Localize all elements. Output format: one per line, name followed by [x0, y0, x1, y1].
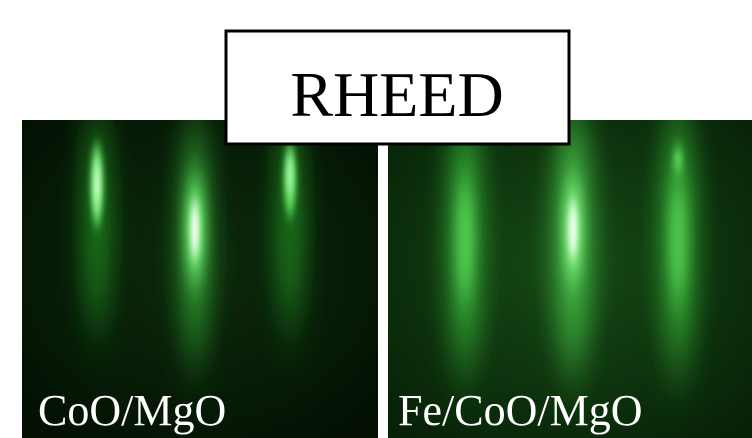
page: CoO/MgO Fe/CoO/MgO RHEED (() => { const …: [0, 0, 752, 438]
streak: [670, 180, 686, 300]
title-box: RHEED: [226, 31, 569, 144]
panel-label: CoO/MgO: [38, 386, 226, 435]
figure: CoO/MgO Fe/CoO/MgO RHEED: [0, 0, 752, 438]
streak: [457, 180, 473, 300]
panel-label: Fe/CoO/MgO: [398, 386, 642, 435]
panel-right: Fe/CoO/MgO: [388, 110, 752, 438]
streak: [191, 202, 199, 258]
streak: [673, 148, 683, 172]
title: RHEED: [290, 59, 503, 130]
panel-left: CoO/MgO: [22, 110, 378, 438]
streak: [288, 157, 293, 193]
streak: [95, 163, 100, 207]
streak: [569, 202, 577, 258]
